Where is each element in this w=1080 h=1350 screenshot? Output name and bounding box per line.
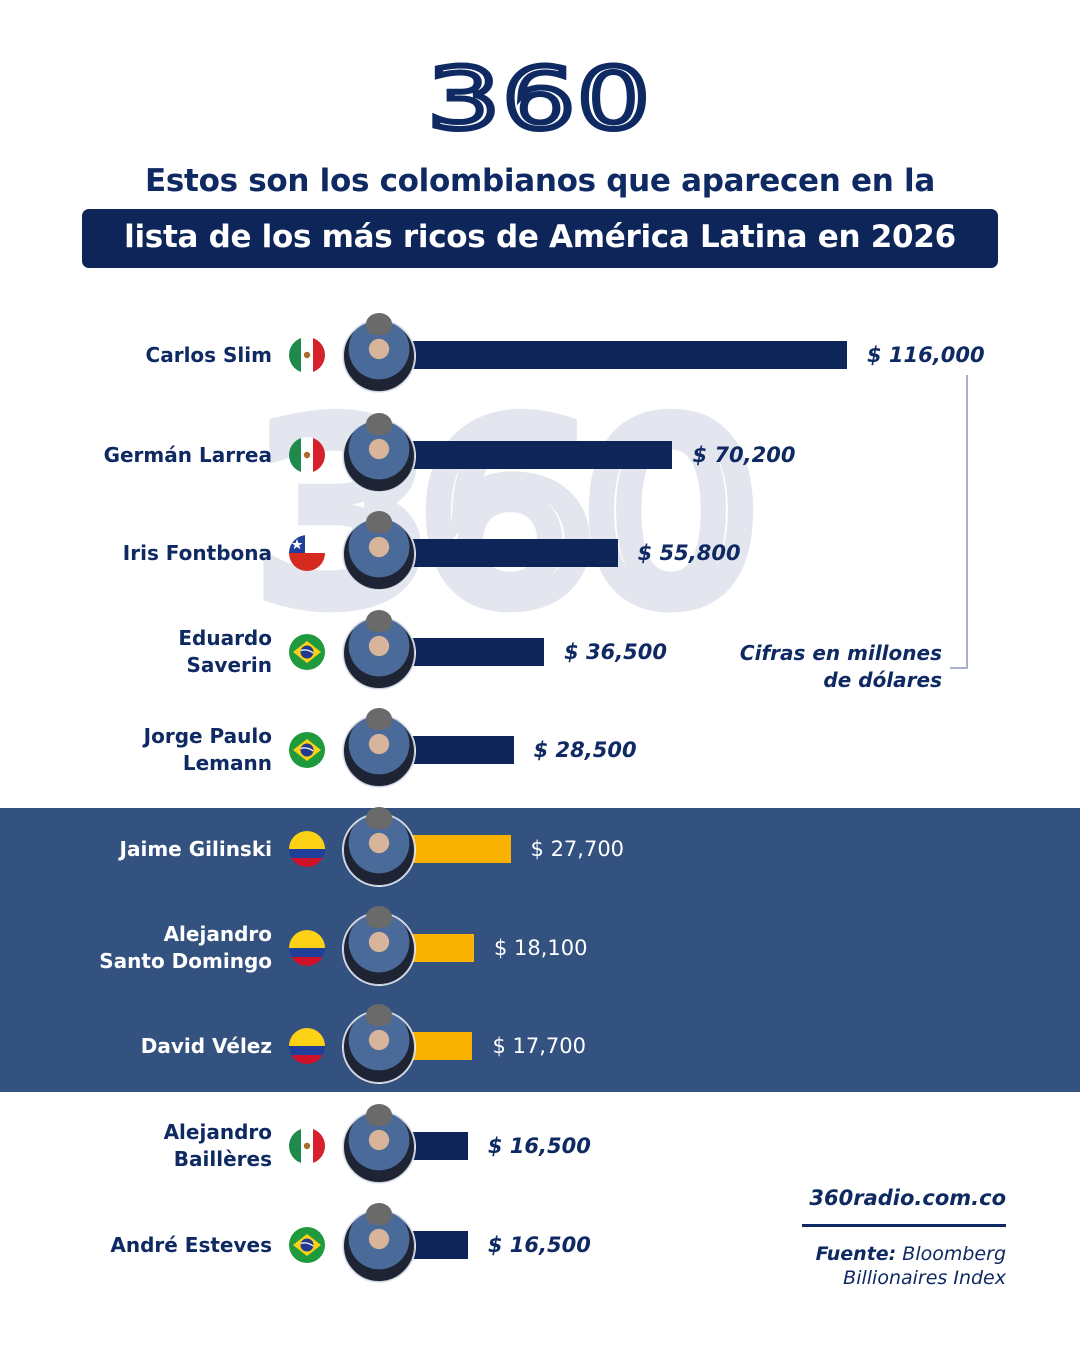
bar-row: Jaime Gilinski $ 27,700 bbox=[0, 804, 1080, 894]
wealth-bar bbox=[405, 539, 618, 567]
person-photo-avatar bbox=[343, 511, 415, 590]
colombia-highlight-band bbox=[0, 808, 1080, 1092]
wealth-value-label: $ 17,700 bbox=[492, 1034, 586, 1058]
title-line-1: Estos son los colombianos que aparecen e… bbox=[145, 163, 935, 199]
person-name: Carlos Slim bbox=[145, 342, 272, 367]
wealth-value-label: $ 28,500 bbox=[533, 738, 637, 762]
bar-row: Iris Fontbona $ 55,800 bbox=[0, 508, 1080, 598]
wealth-bar bbox=[405, 1032, 473, 1060]
wealth-bar bbox=[405, 638, 545, 666]
title-highlight-box bbox=[82, 209, 998, 268]
wealth-value-label: $ 16,500 bbox=[487, 1233, 591, 1257]
flag-mexico-icon bbox=[289, 1128, 325, 1164]
wealth-bar bbox=[405, 835, 511, 863]
source-credit: Fuente: Bloomberg Billionaires Index bbox=[816, 1242, 1006, 1290]
flag-colombia-icon bbox=[289, 930, 325, 966]
flag-brazil-icon bbox=[289, 634, 325, 670]
person-photo-avatar bbox=[343, 708, 415, 787]
person-photo-avatar bbox=[343, 1004, 415, 1083]
person-photo-avatar bbox=[343, 1104, 415, 1183]
person-name: Jorge Paulo Lemann bbox=[143, 724, 272, 775]
wealth-bar bbox=[405, 1231, 468, 1259]
wealth-bar bbox=[405, 934, 474, 962]
wealth-value-label: $ 18,100 bbox=[493, 936, 588, 960]
wealth-value-label: $ 70,200 bbox=[692, 443, 796, 467]
bar-row: Jorge Paulo Lemann $ 28,500 bbox=[0, 705, 1080, 795]
wealth-bar bbox=[405, 736, 514, 764]
person-name: Eduardo Saverin bbox=[178, 626, 272, 677]
wealth-value-label: $ 55,800 bbox=[637, 541, 741, 565]
footer-divider bbox=[802, 1224, 1006, 1227]
brand-logo: 360 bbox=[424, 47, 654, 151]
wealth-bar bbox=[405, 441, 673, 469]
person-name: David Vélez bbox=[140, 1033, 272, 1058]
person-photo-avatar bbox=[343, 807, 415, 886]
bar-row: Germán Larrea $ 70,200 bbox=[0, 410, 1080, 500]
bar-row: Alejandro Baillères $ 16,500 bbox=[0, 1101, 1080, 1191]
person-photo-avatar bbox=[343, 313, 415, 392]
person-name: Alejandro Santo Domingo bbox=[99, 922, 272, 973]
bar-row: Alejandro Santo Domingo $ 18,100 bbox=[0, 903, 1080, 993]
person-name: Iris Fontbona bbox=[122, 540, 272, 565]
flag-mexico-icon bbox=[289, 337, 325, 373]
flag-mexico-icon bbox=[289, 437, 325, 473]
person-name: Germán Larrea bbox=[103, 442, 272, 467]
wealth-value-label: $ 16,500 bbox=[487, 1134, 591, 1158]
bar-row: David Vélez $ 17,700 bbox=[0, 1001, 1080, 1091]
site-url: 360radio.com.co bbox=[809, 1186, 1006, 1210]
flag-colombia-icon bbox=[289, 831, 325, 867]
watermark-logo: 360 bbox=[242, 375, 771, 655]
bar-row: Eduardo Saverin $ 36,500 bbox=[0, 607, 1080, 697]
wealth-value-label: $ 36,500 bbox=[564, 640, 668, 664]
flag-colombia-icon bbox=[289, 1028, 325, 1064]
units-bracket bbox=[950, 375, 968, 669]
person-photo-avatar bbox=[343, 413, 415, 492]
person-name: Alejandro Baillères bbox=[163, 1120, 272, 1171]
source-text: Bloomberg Billionaires Index bbox=[843, 1243, 1006, 1289]
flag-brazil-icon bbox=[289, 732, 325, 768]
wealth-value-label: $ 27,700 bbox=[530, 837, 625, 861]
source-label: Fuente: bbox=[815, 1243, 897, 1265]
title-line-2: lista de los más ricos de América Latina… bbox=[124, 219, 956, 255]
person-photo-avatar bbox=[343, 610, 415, 689]
flag-brazil-icon bbox=[289, 1227, 325, 1263]
wealth-bar bbox=[405, 1132, 468, 1160]
flag-chile-icon bbox=[289, 535, 325, 571]
units-note: Cifras en millones de dólares bbox=[739, 641, 942, 692]
person-name: Jaime Gilinski bbox=[119, 836, 272, 861]
person-photo-avatar bbox=[343, 906, 415, 985]
bar-row: Carlos Slim $ 116,000 bbox=[0, 310, 1080, 400]
wealth-value-label: $ 116,000 bbox=[867, 343, 985, 367]
person-photo-avatar bbox=[343, 1203, 415, 1282]
bar-row: André Esteves $ 16,500 bbox=[0, 1200, 1080, 1290]
person-name: André Esteves bbox=[110, 1232, 272, 1257]
wealth-bar bbox=[405, 341, 847, 369]
